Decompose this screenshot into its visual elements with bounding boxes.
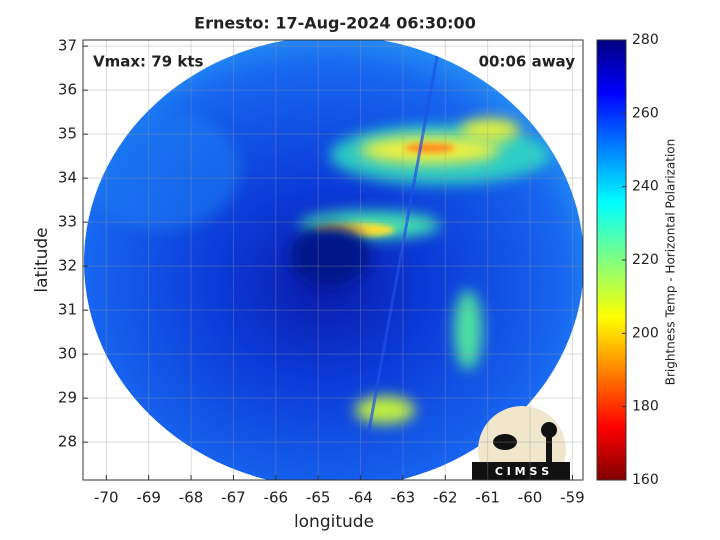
plot-frame: [82, 39, 584, 481]
y-tick-label: 31: [58, 301, 77, 319]
y-tick-label: 28: [58, 433, 77, 451]
x-tick-label: -64: [348, 489, 373, 507]
colorbar-tick-label: 160: [632, 472, 659, 488]
x-tick-label: -62: [433, 489, 458, 507]
logo: [472, 406, 570, 480]
colorbar-tick-label: 240: [632, 179, 659, 195]
y-axis-label: latitude: [32, 227, 52, 292]
y-tick-label: 34: [58, 169, 77, 187]
x-tick-label: -59: [560, 489, 585, 507]
colorbar: [596, 39, 627, 481]
y-tick-label: 29: [58, 389, 77, 407]
x-tick-label: -70: [94, 489, 119, 507]
y-tick-label: 30: [58, 345, 77, 363]
x-tick-label: -66: [264, 489, 289, 507]
x-tick-label: -61: [475, 489, 500, 507]
annotation: 00:06 away: [479, 53, 576, 71]
satellite-image: [83, 40, 583, 480]
y-tick-label: 37: [58, 37, 77, 55]
y-tick-label: 36: [58, 81, 77, 99]
y-tick-label: 32: [58, 257, 77, 275]
colorbar-label: Brightness Temp - Horizontal Polarizatio…: [664, 139, 678, 386]
x-tick-label: -68: [179, 489, 204, 507]
colorbar-tick-label: 200: [632, 325, 659, 341]
y-tick-label: 35: [58, 125, 77, 143]
colorbar-tick-label: 180: [632, 399, 659, 415]
chart-title: Ernesto: 17-Aug-2024 06:30:00: [194, 14, 476, 33]
annotation: Vmax: 79 kts: [93, 53, 203, 71]
x-tick-label: -65: [306, 489, 331, 507]
y-tick-label: 33: [58, 213, 77, 231]
x-tick-label: -63: [391, 489, 416, 507]
x-tick-label: -60: [518, 489, 543, 507]
colorbar-tick-label: 280: [632, 32, 659, 48]
x-axis-label: longitude: [294, 512, 374, 532]
x-tick-label: -69: [136, 489, 161, 507]
colorbar-tick-label: 260: [632, 105, 659, 121]
logo-text: C I M S S: [495, 465, 549, 478]
x-tick-label: -67: [221, 489, 246, 507]
colorbar-tick-label: 220: [632, 252, 659, 268]
